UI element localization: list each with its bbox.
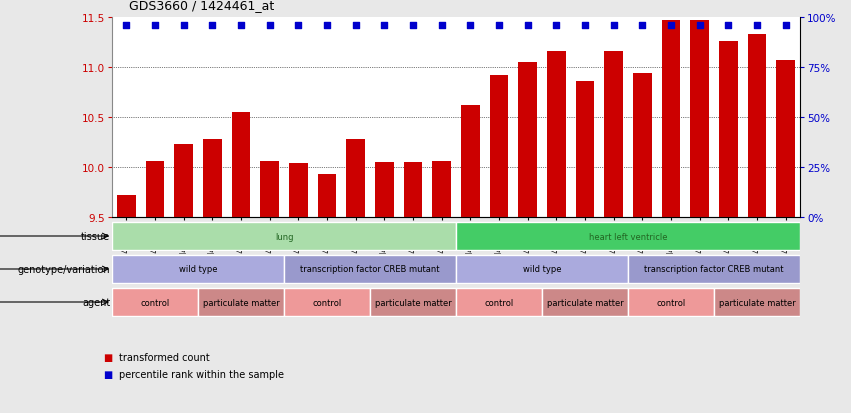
Text: control: control xyxy=(312,298,341,307)
Text: control: control xyxy=(656,298,686,307)
Text: percentile rank within the sample: percentile rank within the sample xyxy=(119,369,283,379)
Text: particulate matter: particulate matter xyxy=(203,298,279,307)
Text: ■: ■ xyxy=(104,352,112,362)
Bar xyxy=(719,42,738,218)
Text: transcription factor CREB mutant: transcription factor CREB mutant xyxy=(300,265,440,274)
Bar xyxy=(112,256,284,283)
Bar xyxy=(112,223,456,250)
Point xyxy=(722,23,735,29)
Text: genotype/variation: genotype/variation xyxy=(18,264,111,274)
Point xyxy=(435,23,448,29)
Bar xyxy=(203,140,221,218)
Point xyxy=(177,23,191,29)
Bar xyxy=(231,113,250,218)
Point xyxy=(234,23,248,29)
Bar xyxy=(489,76,508,218)
Point xyxy=(521,23,534,29)
Bar xyxy=(714,289,800,316)
Bar xyxy=(317,175,336,218)
Bar xyxy=(284,256,456,283)
Bar xyxy=(633,74,652,218)
Point xyxy=(292,23,306,29)
Point xyxy=(779,23,792,29)
Point xyxy=(119,23,133,29)
Bar xyxy=(748,35,766,218)
Bar xyxy=(370,289,456,316)
Text: control: control xyxy=(484,298,514,307)
Point xyxy=(263,23,277,29)
Bar xyxy=(461,106,480,218)
Bar xyxy=(456,256,628,283)
Text: GDS3660 / 1424461_at: GDS3660 / 1424461_at xyxy=(129,0,274,12)
Text: particulate matter: particulate matter xyxy=(374,298,451,307)
Bar xyxy=(403,163,422,218)
Bar xyxy=(112,289,198,316)
Text: control: control xyxy=(140,298,169,307)
Bar xyxy=(628,289,714,316)
Bar xyxy=(547,52,566,218)
Point xyxy=(406,23,420,29)
Bar xyxy=(260,161,279,218)
Bar xyxy=(289,164,308,218)
Bar xyxy=(432,161,451,218)
Point xyxy=(693,23,706,29)
Point xyxy=(206,23,220,29)
Text: wild type: wild type xyxy=(523,265,562,274)
Text: heart left ventricle: heart left ventricle xyxy=(589,232,667,241)
Point xyxy=(464,23,477,29)
Point xyxy=(550,23,563,29)
Point xyxy=(607,23,620,29)
Point xyxy=(148,23,162,29)
Bar xyxy=(375,163,394,218)
Bar xyxy=(776,61,795,218)
Bar xyxy=(174,145,193,218)
Text: wild type: wild type xyxy=(179,265,217,274)
Text: transcription factor CREB mutant: transcription factor CREB mutant xyxy=(644,265,784,274)
Text: lung: lung xyxy=(275,232,294,241)
Bar xyxy=(456,289,542,316)
Point xyxy=(378,23,391,29)
Point xyxy=(751,23,764,29)
Bar xyxy=(346,140,365,218)
Bar xyxy=(146,161,164,218)
Bar xyxy=(518,63,537,218)
Bar xyxy=(604,52,623,218)
Bar xyxy=(284,289,370,316)
Bar xyxy=(117,195,135,218)
Bar xyxy=(575,82,594,218)
Point xyxy=(636,23,649,29)
Bar xyxy=(542,289,628,316)
Text: transformed count: transformed count xyxy=(119,352,209,362)
Point xyxy=(578,23,591,29)
Text: tissue: tissue xyxy=(81,231,111,242)
Text: particulate matter: particulate matter xyxy=(546,298,624,307)
Point xyxy=(320,23,334,29)
Point xyxy=(349,23,363,29)
Text: ■: ■ xyxy=(104,369,112,379)
Bar xyxy=(198,289,284,316)
Point xyxy=(664,23,677,29)
Text: agent: agent xyxy=(82,297,111,307)
Text: particulate matter: particulate matter xyxy=(718,298,796,307)
Bar xyxy=(628,256,800,283)
Bar xyxy=(456,223,800,250)
Bar xyxy=(690,21,709,218)
Bar xyxy=(662,21,680,218)
Point xyxy=(492,23,505,29)
